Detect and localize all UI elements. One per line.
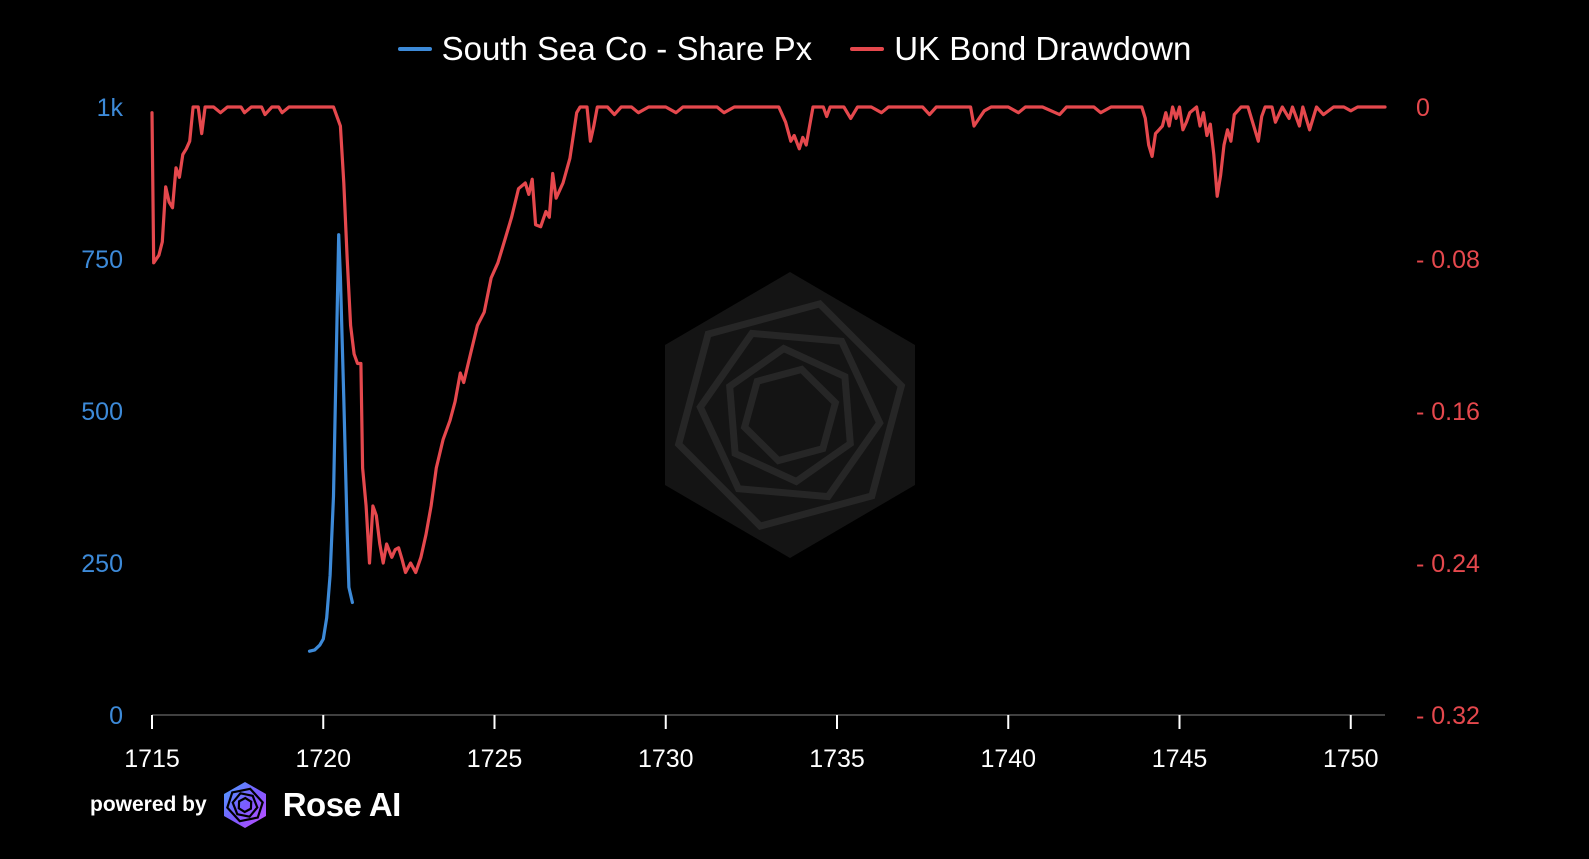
y-right-tick-label: - 0.16	[1416, 398, 1480, 426]
x-tick-label: 1735	[809, 745, 865, 773]
x-tick-label: 1730	[638, 745, 694, 773]
y-left-tick-label: 500	[81, 398, 123, 426]
powered-by-label: powered by	[90, 793, 207, 816]
legend-label-south-sea: South Sea Co - Share Px	[441, 30, 813, 67]
y-left-tick-label: 0	[109, 702, 123, 730]
footer: powered by Rose AI	[90, 780, 401, 830]
legend-swatch-blue	[397, 47, 432, 51]
y-right-tick-label: - 0.24	[1416, 550, 1480, 578]
series-line-uk-bond	[150, 105, 1387, 575]
legend-swatch-red	[850, 47, 885, 51]
brand-name: Rose AI	[282, 786, 402, 823]
x-tick-label: 1750	[1323, 745, 1379, 773]
y-right-tick-label: - 0.08	[1416, 246, 1480, 274]
series-line-south-sea	[307, 233, 354, 653]
rose-watermark-icon	[665, 272, 915, 558]
legend-label-uk-bond: UK Bond Drawdown	[894, 30, 1192, 67]
x-tick-label: 1725	[467, 745, 523, 773]
legend-item-south-sea[interactable]: South Sea Co - Share Px	[397, 30, 813, 68]
x-tick-label: 1715	[124, 745, 180, 773]
x-tick-label: 1720	[295, 745, 351, 773]
y-left-tick-label: 1k	[97, 94, 124, 122]
y-left-tick-label: 750	[81, 246, 123, 274]
y-right-tick-label: - 0.32	[1416, 702, 1480, 730]
rose-logo-icon	[223, 782, 266, 828]
legend-item-uk-bond[interactable]: UK Bond Drawdown	[850, 30, 1191, 68]
x-tick-label: 1740	[980, 745, 1036, 773]
legend: South Sea Co - Share Px UK Bond Drawdown	[0, 30, 1589, 68]
x-tick-label: 1745	[1152, 745, 1208, 773]
series-layer	[150, 105, 1387, 653]
y-left-tick-label: 250	[81, 550, 123, 578]
y-right-tick-label: 0	[1416, 94, 1430, 122]
axes: 1715 1720 1725 1730 1735 1740 1745 1750 0 250 500 7…	[81, 94, 1480, 773]
